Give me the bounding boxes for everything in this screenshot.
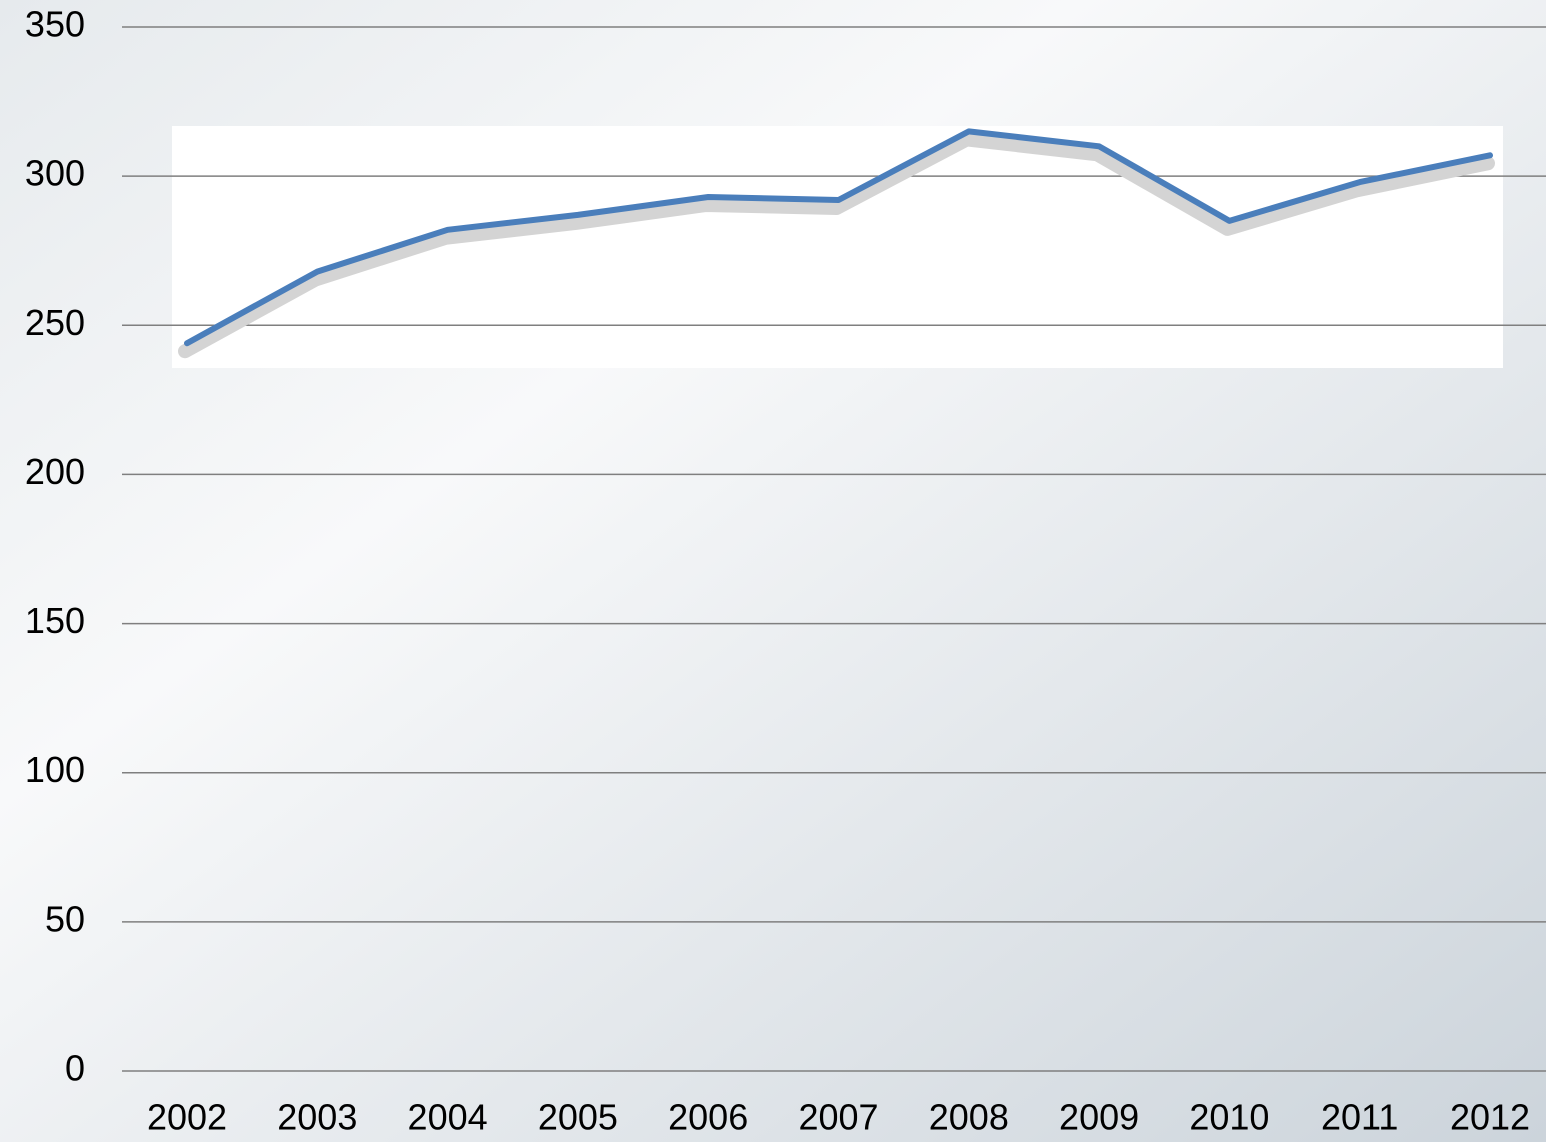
x-tick-label: 2009 bbox=[1059, 1097, 1139, 1138]
y-tick-label: 50 bbox=[45, 898, 85, 939]
x-tick-label: 2002 bbox=[147, 1097, 227, 1138]
y-tick-label: 350 bbox=[25, 4, 85, 45]
x-tick-label: 2004 bbox=[408, 1097, 488, 1138]
line bbox=[184, 128, 1493, 347]
x-tick-label: 2010 bbox=[1189, 1097, 1269, 1138]
x-tick-label: 2003 bbox=[277, 1097, 357, 1138]
x-tick-label: 2011 bbox=[1321, 1097, 1398, 1138]
y-tick-label: 300 bbox=[25, 153, 85, 194]
x-tick-label: 2008 bbox=[929, 1097, 1009, 1138]
y-tick-label: 100 bbox=[25, 749, 85, 790]
y-tick-label: 250 bbox=[25, 302, 85, 343]
x-tick-label: 2005 bbox=[538, 1097, 618, 1138]
x-tick-label: 2006 bbox=[668, 1097, 748, 1138]
x-tick-label: 2012 bbox=[1450, 1097, 1530, 1138]
line-shadow bbox=[178, 132, 1495, 359]
x-tick-label: 2007 bbox=[798, 1097, 878, 1138]
y-tick-label: 150 bbox=[25, 600, 85, 641]
highlight-panel bbox=[172, 126, 1503, 368]
y-tick-label: 0 bbox=[65, 1048, 85, 1089]
y-tick-label: 200 bbox=[25, 451, 85, 492]
